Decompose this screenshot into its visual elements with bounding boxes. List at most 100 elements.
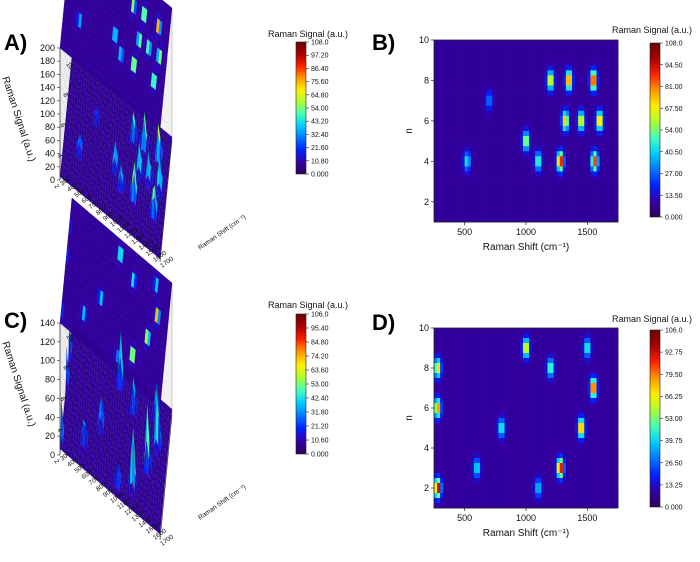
panel-b-cell bbox=[519, 125, 524, 132]
panel-b-cell bbox=[556, 176, 561, 182]
panel-a-top-cell bbox=[77, 0, 82, 7]
panel-b-cell bbox=[605, 186, 610, 193]
panel-b-cell bbox=[547, 176, 551, 182]
panel-b-cell bbox=[495, 75, 499, 81]
panel-b-cell bbox=[440, 65, 444, 71]
panel-b-cell bbox=[519, 65, 524, 71]
panel-b-cell bbox=[590, 136, 594, 142]
panel-b-cell bbox=[550, 85, 554, 91]
panel-b-cell bbox=[562, 131, 567, 137]
panel-b-cell bbox=[473, 191, 478, 198]
panel-b-cell bbox=[605, 120, 610, 127]
panel-b-cell bbox=[519, 70, 524, 76]
panel-b-cell bbox=[458, 211, 462, 218]
panel-b-cell bbox=[464, 50, 469, 56]
panel-b-cell bbox=[473, 105, 478, 112]
panel-b-cell bbox=[434, 151, 438, 157]
panel-b-cell bbox=[501, 191, 505, 198]
panel-b-cell bbox=[522, 141, 527, 147]
panel-b-cell bbox=[470, 171, 475, 177]
panel-b-cell bbox=[553, 216, 558, 223]
panel-b-cell bbox=[553, 115, 558, 122]
panel-b-cell bbox=[611, 70, 616, 76]
panel-b-cell bbox=[532, 95, 536, 102]
panel-b-cell bbox=[458, 50, 462, 56]
panel-b-cell bbox=[596, 110, 600, 117]
panel-b-cell bbox=[443, 85, 447, 91]
panel-b-cell bbox=[440, 141, 444, 147]
panel-b-cell bbox=[605, 95, 610, 102]
panel-b-cell bbox=[464, 201, 469, 208]
panel-b-cell bbox=[464, 141, 469, 147]
panel-b-cell bbox=[522, 151, 527, 157]
panel-b-cell bbox=[513, 70, 518, 76]
panel-b-cell bbox=[556, 45, 561, 51]
panel-b-cell bbox=[556, 40, 561, 46]
panel-b-cell bbox=[507, 151, 512, 157]
panel-b-cell bbox=[513, 201, 518, 208]
panel-b-cell bbox=[461, 176, 466, 182]
panel-b-cell bbox=[596, 166, 600, 172]
panel-b-cell bbox=[572, 60, 576, 66]
panel-b-cell bbox=[495, 60, 499, 66]
panel-b-cell bbox=[437, 85, 441, 91]
panel-b-cell bbox=[572, 75, 576, 81]
panel-b-cell bbox=[593, 50, 597, 56]
panel-b-cell bbox=[550, 176, 554, 182]
panel-b-cell bbox=[507, 80, 512, 86]
panel-b-cell bbox=[553, 171, 558, 177]
panel-b-cell bbox=[565, 120, 570, 127]
panel-b-cell bbox=[602, 90, 607, 97]
panel-b-cell bbox=[446, 151, 450, 157]
panel-b-cell bbox=[602, 151, 607, 157]
panel-b-cell bbox=[581, 120, 585, 127]
panel-b-cell bbox=[464, 65, 469, 71]
panel-b-cell bbox=[492, 90, 496, 97]
panel-b-cell bbox=[584, 45, 588, 51]
panel-b-cell bbox=[575, 141, 579, 147]
panel-b-cell bbox=[535, 166, 539, 172]
panel-b-cell bbox=[535, 120, 539, 127]
panel-b-cell bbox=[446, 100, 450, 107]
panel-b-cell bbox=[584, 75, 588, 81]
panel-b-cell bbox=[440, 166, 444, 172]
panel-b-cell bbox=[507, 70, 512, 76]
panel-b-cell bbox=[455, 95, 459, 102]
panel-b-cell bbox=[434, 45, 438, 51]
panel-b-cell bbox=[510, 131, 515, 137]
panel-b-cell bbox=[596, 201, 600, 208]
panel-b-cell bbox=[498, 191, 502, 198]
panel-b-cell bbox=[492, 100, 496, 107]
panel-b-cell bbox=[498, 141, 502, 147]
panel-b-cell bbox=[590, 55, 594, 61]
panel-b-cell bbox=[489, 60, 493, 66]
panel-b-cell bbox=[578, 156, 582, 162]
panel-b-cell bbox=[587, 115, 591, 122]
panel-b-cell bbox=[575, 65, 579, 71]
panel-b-cell bbox=[587, 85, 591, 91]
panel-b-cell bbox=[550, 50, 554, 56]
panel-b-cell bbox=[470, 70, 475, 76]
panel-b-cell bbox=[611, 176, 616, 182]
panel-b-cell bbox=[593, 40, 597, 46]
panel-b-cell bbox=[440, 161, 444, 167]
panel-b-cell bbox=[590, 191, 594, 198]
panel-b-cell bbox=[467, 151, 472, 157]
panel-b-cell bbox=[593, 105, 597, 112]
panel-b-cell bbox=[492, 110, 496, 117]
panel-b-cell bbox=[535, 55, 539, 61]
panel-b-cell bbox=[556, 186, 561, 193]
panel-b-cell bbox=[596, 95, 600, 102]
panel-b-cell bbox=[532, 90, 536, 97]
panel-b-cell bbox=[470, 80, 475, 86]
panel-b-cell bbox=[605, 105, 610, 112]
panel-b-cell bbox=[572, 45, 576, 51]
panel-b-cell bbox=[568, 171, 573, 177]
panel-b-cell bbox=[608, 75, 613, 81]
panel-b-cell bbox=[513, 156, 518, 162]
panel-b-cell bbox=[467, 100, 472, 107]
panel-b-cell bbox=[467, 176, 472, 182]
panel-b-cell bbox=[510, 216, 515, 223]
panel-b-cell bbox=[565, 201, 570, 208]
panel-b-cell bbox=[489, 80, 493, 86]
